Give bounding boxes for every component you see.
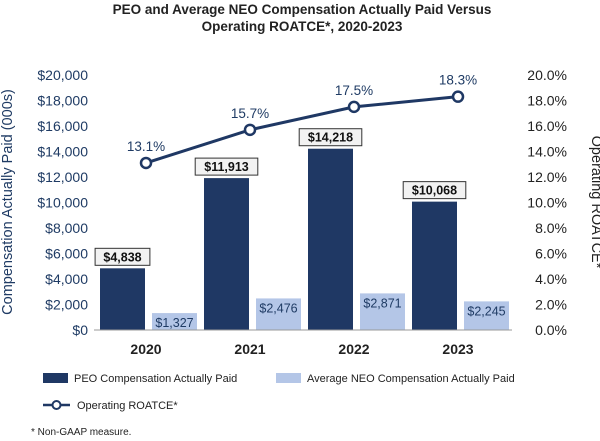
legend-label-peo: PEO Compensation Actually Paid — [74, 373, 237, 385]
data-label-neo: $1,327 — [155, 316, 193, 330]
category-label: 2020 — [130, 341, 161, 357]
bar-neo — [256, 298, 301, 330]
left-tick-label: $6,000 — [45, 246, 88, 262]
legend-swatch-peo — [43, 373, 68, 383]
left-tick-label: $2,000 — [45, 297, 88, 313]
data-label-roatce: 17.5% — [335, 83, 373, 98]
data-label-roatce: 13.1% — [127, 139, 165, 154]
right-tick-label: 18.0% — [527, 93, 567, 109]
data-label-peo-box — [298, 128, 363, 147]
roatce-line-series: 13.1% 15.7% 17.5% 18.3% — [127, 73, 477, 170]
chart-title-line-2: Operating ROATCE*, 2020-2023 — [202, 19, 403, 34]
right-tick-label: 6.0% — [535, 246, 567, 262]
right-tick-label: 16.0% — [527, 118, 567, 134]
data-label-roatce: 18.3% — [439, 73, 477, 88]
roatce-point — [243, 123, 257, 137]
right-axis-ticks: 0.0% 2.0% 4.0% 6.0% 8.0% 10.0% 12.0% 14.0% 16.0%… — [527, 67, 567, 338]
legend-label-neo: Average NEO Compensation Actually Paid — [307, 373, 515, 385]
legend-swatch-neo — [276, 373, 301, 383]
right-axis-label: Operating ROATCE* — [588, 136, 600, 269]
roatce-point — [451, 90, 465, 103]
left-tick-label: $12,000 — [37, 169, 88, 185]
right-tick-label: 4.0% — [535, 271, 567, 287]
category-label: 2021 — [234, 341, 265, 357]
right-tick-label: 10.0% — [527, 195, 567, 211]
left-tick-label: $14,000 — [37, 144, 88, 160]
data-label-peo: $10,068 — [412, 184, 457, 198]
left-axis-label: Compensation Actually Paid (000s) — [0, 89, 16, 315]
data-label-peo: $4,838 — [103, 250, 141, 264]
right-tick-label: 8.0% — [535, 220, 567, 236]
data-label-peo-box — [194, 157, 259, 176]
data-label-neo: $2,476 — [259, 301, 297, 315]
right-tick-label: 14.0% — [527, 144, 567, 160]
right-tick-label: 12.0% — [527, 169, 567, 185]
bar-neo — [152, 313, 197, 330]
roatce-line — [145, 95, 459, 165]
left-tick-label: $10,000 — [37, 195, 88, 211]
left-tick-label: $16,000 — [37, 118, 88, 134]
left-tick-label: $4,000 — [45, 271, 88, 287]
bar-peo — [204, 178, 249, 330]
left-tick-label: $18,000 — [37, 93, 88, 109]
data-label-neo: $2,245 — [467, 304, 505, 318]
legend: PEO Compensation Actually Paid Average N… — [43, 373, 515, 412]
left-tick-label: $0 — [72, 322, 88, 338]
legend-label-roatce: Operating ROATCE* — [77, 400, 178, 412]
bar-neo — [464, 301, 509, 330]
right-tick-label: 0.0% — [535, 322, 567, 338]
left-tick-label: $8,000 — [45, 220, 88, 236]
data-label-peo: $14,218 — [308, 131, 353, 145]
chart-title-line-1: PEO and Average NEO Compensation Actuall… — [113, 2, 492, 17]
data-labels: $4,838 $1,327 $11,913 $2,476 $14,218 $2,871 $1… — [94, 128, 506, 330]
bar-peo — [308, 148, 353, 330]
footnote: * Non-GAAP measure. — [31, 427, 131, 438]
roatce-point — [139, 156, 153, 170]
bars — [100, 148, 509, 330]
right-tick-label: 2.0% — [535, 297, 567, 313]
category-label: 2022 — [338, 341, 369, 357]
legend-swatch-roatce-marker — [51, 400, 62, 410]
category-label: 2023 — [442, 341, 473, 357]
right-tick-label: 20.0% — [527, 67, 567, 83]
data-label-peo-box — [94, 247, 151, 266]
category-labels: 2020 2021 2022 2023 — [130, 341, 473, 357]
bar-neo — [360, 293, 405, 330]
left-tick-label: $20,000 — [37, 67, 88, 83]
bar-peo — [100, 268, 145, 330]
bar-peo — [412, 201, 457, 330]
data-label-peo-box — [402, 181, 467, 200]
data-label-neo: $2,871 — [363, 296, 401, 310]
data-label-peo: $11,913 — [204, 160, 249, 174]
data-label-roatce: 15.7% — [231, 106, 269, 121]
roatce-point — [347, 100, 361, 114]
left-axis-ticks: $0 $2,000 $4,000 $6,000 $8,000 $10,000 $12,000… — [37, 67, 88, 338]
